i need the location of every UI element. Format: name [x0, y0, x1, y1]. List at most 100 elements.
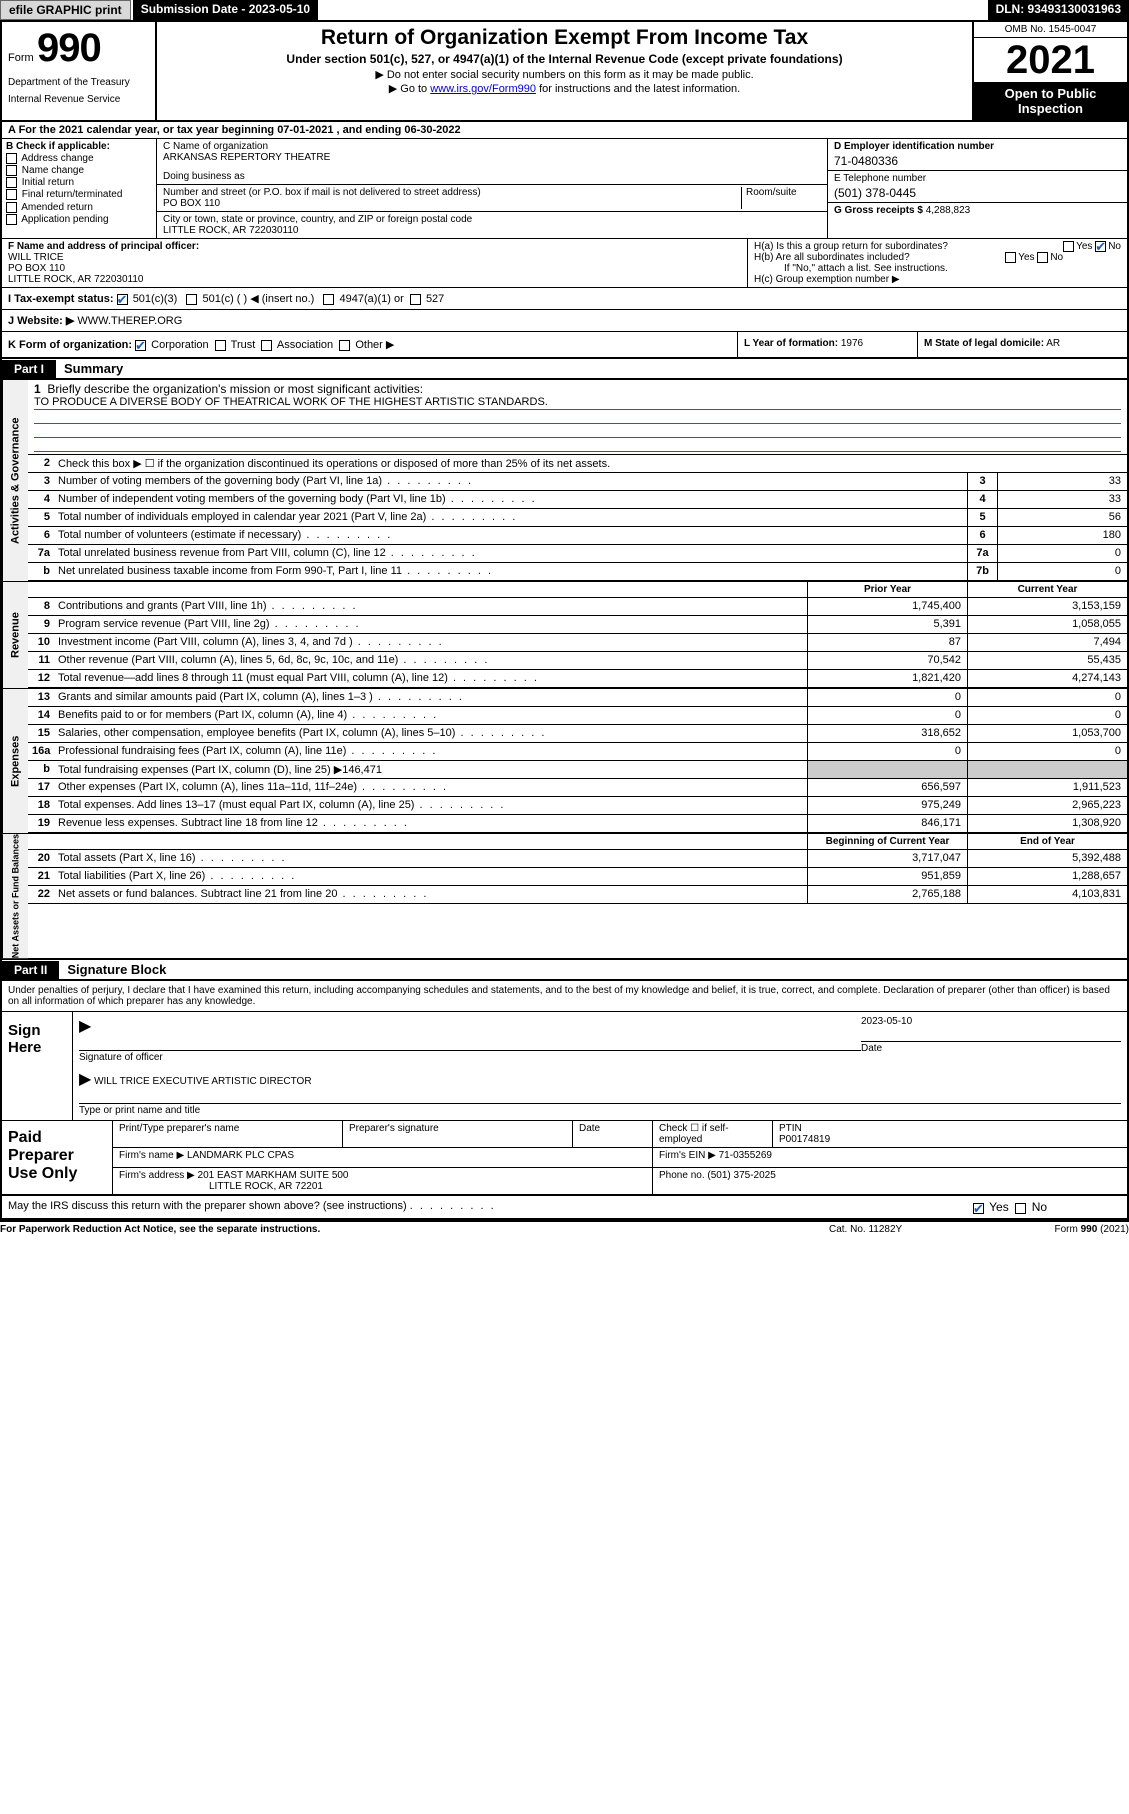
side-expenses: Expenses [2, 689, 28, 833]
prep-name-label: Print/Type preparer's name [113, 1121, 343, 1147]
open-to-public: Open to Public Inspection [974, 82, 1127, 120]
form-number: 990 [37, 26, 101, 70]
side-netassets: Net Assets or Fund Balances [2, 834, 28, 958]
hdr-end: End of Year [967, 834, 1127, 849]
discuss-question: May the IRS discuss this return with the… [8, 1200, 407, 1212]
table-row: 4Number of independent voting members of… [28, 491, 1127, 509]
ptin-value: P00174819 [779, 1134, 830, 1145]
row-j: J Website: ▶ WWW.THEREP.ORG [2, 310, 1127, 332]
irs-link[interactable]: www.irs.gov/Form990 [430, 83, 536, 95]
firm-name: LANDMARK PLC CPAS [187, 1150, 294, 1161]
footer: For Paperwork Reduction Act Notice, see … [0, 1222, 1129, 1237]
firm-addr2: LITTLE ROCK, AR 72201 [119, 1181, 323, 1192]
hb-label: H(b) Are all subordinates included? [754, 252, 910, 263]
col-h: H(a) Is this a group return for subordin… [747, 239, 1127, 287]
website-value: WWW.THEREP.ORG [77, 315, 182, 327]
table-row: 20Total assets (Part X, line 16)3,717,04… [28, 850, 1127, 868]
table-row: 22Net assets or fund balances. Subtract … [28, 886, 1127, 904]
firm-ein: 71-0355269 [719, 1150, 772, 1161]
firm-name-label: Firm's name ▶ [119, 1150, 184, 1161]
chk-other[interactable] [339, 340, 350, 351]
footer-catno: Cat. No. 11282Y [829, 1224, 989, 1235]
chk-501c3[interactable] [117, 294, 128, 305]
part1-label: Part I [2, 360, 56, 378]
col-c: C Name of organization ARKANSAS REPERTOR… [157, 139, 827, 238]
officer-name: WILL TRICE [8, 252, 64, 263]
tel-value: (501) 378-0445 [834, 186, 1121, 200]
chk-discuss-yes[interactable] [973, 1203, 984, 1214]
sign-here-row: Sign Here ▶ Signature of officer 2023-05… [2, 1012, 1127, 1121]
prep-phone-label: Phone no. [659, 1170, 705, 1181]
website-label: J Website: ▶ [8, 315, 74, 327]
side-revenue: Revenue [2, 582, 28, 688]
addr-label: Number and street (or P.O. box if mail i… [163, 187, 741, 198]
table-row: 6Total number of volunteers (estimate if… [28, 527, 1127, 545]
chk-discuss-no[interactable] [1015, 1203, 1026, 1214]
table-row: 21Total liabilities (Part X, line 26)951… [28, 868, 1127, 886]
side-governance: Activities & Governance [2, 380, 28, 581]
hdr-begin: Beginning of Current Year [807, 834, 967, 849]
sig-officer-label: Signature of officer [79, 1050, 861, 1063]
arrow-icon: ▶ [79, 1018, 91, 1035]
form-header: Form 990 Department of the Treasury Inte… [2, 22, 1127, 122]
table-row: 9Program service revenue (Part VIII, lin… [28, 616, 1127, 634]
table-row: 11Other revenue (Part VIII, column (A), … [28, 652, 1127, 670]
chk-4947[interactable] [323, 294, 334, 305]
prep-phone: (501) 375-2025 [707, 1170, 775, 1181]
table-row: 19Revenue less expenses. Subtract line 1… [28, 815, 1127, 833]
info-fh: F Name and address of principal officer:… [2, 239, 1127, 288]
dln: DLN: 93493130031963 [988, 0, 1129, 20]
org-name: ARKANSAS REPERTORY THEATRE [163, 152, 821, 163]
mission-value: TO PRODUCE A DIVERSE BODY OF THEATRICAL … [34, 396, 1121, 410]
part1-title: Summary [56, 359, 131, 378]
paid-preparer: Paid Preparer Use Only Print/Type prepar… [2, 1121, 1127, 1196]
efile-print-button[interactable]: efile GRAPHIC print [0, 0, 131, 20]
prep-sig-label: Preparer's signature [343, 1121, 573, 1147]
chk-corporation[interactable] [135, 340, 146, 351]
chk-amended-return[interactable]: Amended return [6, 202, 152, 213]
submission-date: Submission Date - 2023-05-10 [133, 0, 318, 20]
chk-application-pending[interactable]: Application pending [6, 214, 152, 225]
table-row: 15Salaries, other compensation, employee… [28, 725, 1127, 743]
firm-addr-label: Firm's address ▶ [119, 1170, 195, 1181]
city-label: City or town, state or province, country… [163, 214, 821, 225]
org-name-label: C Name of organization [163, 141, 821, 152]
chk-address-change[interactable]: Address change [6, 153, 152, 164]
table-row: bNet unrelated business taxable income f… [28, 563, 1127, 581]
firm-addr1: 201 EAST MARKHAM SUITE 500 [198, 1170, 349, 1181]
note-goto: ▶ Go to www.irs.gov/Form990 for instruct… [163, 82, 966, 95]
chk-final-return[interactable]: Final return/terminated [6, 189, 152, 200]
row-a-tax-year: A For the 2021 calendar year, or tax yea… [2, 122, 1127, 139]
ein-value: 71-0480336 [834, 154, 1121, 168]
top-bar: efile GRAPHIC print Submission Date - 20… [0, 0, 1129, 20]
dom-value: AR [1046, 338, 1060, 349]
sig-intro: Under penalties of perjury, I declare th… [2, 981, 1127, 1012]
hdr-prior: Prior Year [807, 582, 967, 597]
city-value: LITTLE ROCK, AR 722030110 [163, 225, 821, 236]
chk-association[interactable] [261, 340, 272, 351]
officer-addr1: PO BOX 110 [8, 263, 65, 274]
hb-note: If "No," attach a list. See instructions… [754, 263, 1121, 274]
ein-label: D Employer identification number [834, 141, 994, 152]
hc-label: H(c) Group exemption number ▶ [754, 274, 1121, 285]
chk-527[interactable] [410, 294, 421, 305]
row-k: K Form of organization: Corporation Trus… [2, 332, 1127, 359]
table-row: 8Contributions and grants (Part VIII, li… [28, 598, 1127, 616]
chk-trust[interactable] [215, 340, 226, 351]
row-i: I Tax-exempt status: 501(c)(3) 501(c) ( … [2, 288, 1127, 310]
chk-name-change[interactable]: Name change [6, 165, 152, 176]
l16b-value: 146,471 [342, 764, 382, 776]
gross-value: 4,288,823 [926, 205, 971, 216]
chk-501c[interactable] [186, 294, 197, 305]
sig-date: 2023-05-10 [861, 1016, 1121, 1027]
dom-label: M State of legal domicile: [924, 338, 1044, 349]
sig-date-label: Date [861, 1041, 1121, 1054]
table-row: 12Total revenue—add lines 8 through 11 (… [28, 670, 1127, 688]
officer-label: F Name and address of principal officer: [8, 241, 199, 252]
chk-initial-return[interactable]: Initial return [6, 177, 152, 188]
info-bcd: B Check if applicable: Address change Na… [2, 139, 1127, 239]
part2-header: Part II Signature Block [2, 960, 1127, 981]
form-org-label: K Form of organization: [8, 339, 132, 351]
yof-label: L Year of formation: [744, 338, 838, 349]
firm-ein-label: Firm's EIN ▶ [659, 1150, 716, 1161]
